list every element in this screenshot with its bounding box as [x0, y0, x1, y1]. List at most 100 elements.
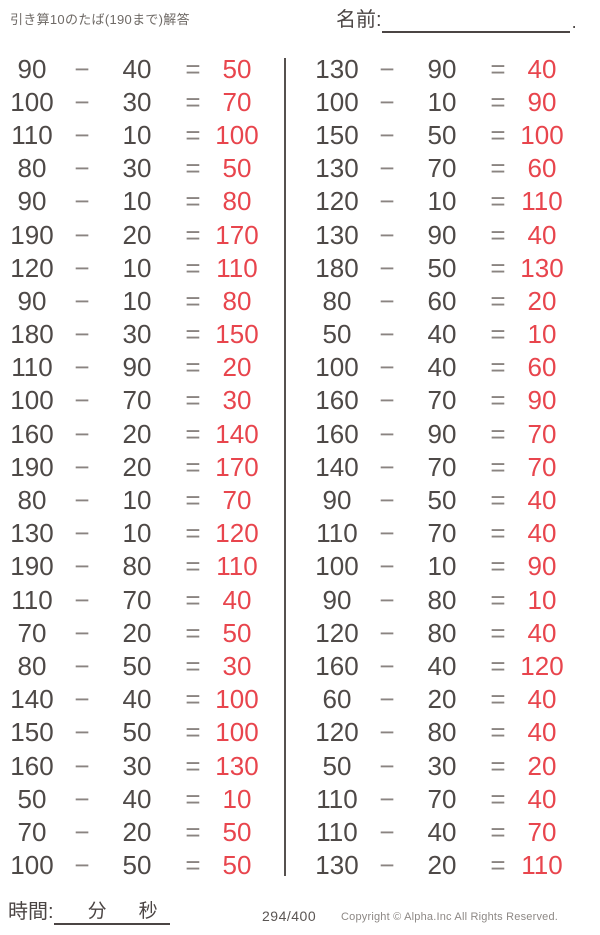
equals-sign: =: [185, 684, 201, 715]
problem-row: 160− 70 = 90: [305, 384, 600, 417]
minus-sign: −: [74, 285, 90, 316]
subtrahend: 20: [122, 418, 152, 449]
answer-value: 80: [222, 186, 252, 217]
equals-sign: =: [185, 518, 201, 549]
answer-value: 40: [222, 584, 252, 615]
minuend: 100: [315, 86, 359, 117]
problem-row: 120− 10 = 110: [305, 185, 600, 218]
answer-value: 20: [527, 750, 557, 781]
minus-sign: −: [74, 319, 90, 350]
subtrahend: 20: [122, 451, 152, 482]
minus-sign: −: [379, 850, 395, 881]
equals-sign: =: [490, 252, 506, 283]
problem-row: 100− 10 = 90: [305, 550, 600, 583]
equals-sign: =: [185, 551, 201, 582]
answer-value: 110: [216, 252, 258, 283]
answer-value: 90: [527, 385, 557, 416]
subtrahend: 30: [122, 86, 152, 117]
problem-row: 130− 10 = 120: [0, 517, 305, 550]
problem-row: 50− 30 = 20: [305, 749, 600, 782]
minus-sign: −: [379, 252, 395, 283]
problem-row: 150− 50 = 100: [0, 716, 305, 749]
equals-sign: =: [185, 650, 201, 681]
answer-value: 10: [527, 584, 557, 615]
problem-row: 140− 40 = 100: [0, 683, 305, 716]
subtrahend: 80: [427, 617, 457, 648]
minus-sign: −: [379, 617, 395, 648]
answer-value: 110: [216, 551, 258, 582]
equals-sign: =: [185, 186, 201, 217]
minus-sign: −: [379, 86, 395, 117]
answer-value: 100: [215, 717, 259, 748]
minus-sign: −: [74, 850, 90, 881]
answer-value: 70: [222, 86, 252, 117]
subtrahend: 20: [427, 850, 457, 881]
minuend: 180: [10, 319, 54, 350]
problem-row: 70− 20 = 50: [0, 616, 305, 649]
minus-sign: −: [74, 119, 90, 150]
problem-row: 160− 90 = 70: [305, 417, 600, 450]
minus-sign: −: [379, 418, 395, 449]
answer-value: 40: [527, 684, 557, 715]
minus-sign: −: [74, 252, 90, 283]
problem-row: 90− 80 = 10: [305, 583, 600, 616]
equals-sign: =: [490, 717, 506, 748]
minuend: 90: [17, 186, 47, 217]
minuend: 120: [315, 717, 359, 748]
subtrahend: 40: [122, 53, 152, 84]
minus-sign: −: [379, 518, 395, 549]
minus-sign: −: [379, 485, 395, 516]
minuend: 130: [315, 53, 359, 84]
subtrahend: 20: [122, 816, 152, 847]
time-field: 時間: 分秒: [8, 899, 170, 925]
subtrahend: 30: [427, 750, 457, 781]
subtrahend: 10: [122, 285, 152, 316]
answer-value: 40: [527, 617, 557, 648]
equals-sign: =: [490, 53, 506, 84]
problem-row: 160− 40 = 120: [305, 649, 600, 682]
minus-sign: −: [379, 319, 395, 350]
equals-sign: =: [490, 750, 506, 781]
equals-sign: =: [185, 219, 201, 250]
problem-row: 80− 50 = 30: [0, 649, 305, 682]
minuend: 190: [10, 551, 54, 582]
minuend: 130: [315, 153, 359, 184]
answer-value: 40: [527, 485, 557, 516]
minuend: 180: [315, 252, 359, 283]
minuend: 110: [316, 783, 358, 814]
minuend: 50: [17, 783, 47, 814]
equals-sign: =: [185, 319, 201, 350]
subtrahend: 70: [427, 783, 457, 814]
subtrahend: 40: [122, 783, 152, 814]
subtrahend: 70: [427, 518, 457, 549]
equals-sign: =: [490, 86, 506, 117]
minuend: 110: [316, 816, 358, 847]
subtrahend: 10: [122, 186, 152, 217]
equals-sign: =: [490, 385, 506, 416]
minus-sign: −: [74, 617, 90, 648]
equals-sign: =: [185, 717, 201, 748]
problems-column-right: 130−90 = 40 100−10 = 90 150−50 = 100 130−70 = 60 120…: [305, 52, 600, 882]
minuend: 50: [322, 319, 352, 350]
answer-value: 130: [215, 750, 259, 781]
minus-sign: −: [379, 684, 395, 715]
equals-sign: =: [490, 319, 506, 350]
minuend: 80: [17, 153, 47, 184]
answer-value: 100: [215, 684, 259, 715]
problem-row: 190− 20 = 170: [0, 450, 305, 483]
minuend: 100: [10, 385, 54, 416]
problem-row: 100− 40 = 60: [305, 351, 600, 384]
answer-value: 150: [215, 319, 259, 350]
equals-sign: =: [185, 252, 201, 283]
problem-row: 110− 70 = 40: [305, 517, 600, 550]
equals-sign: =: [490, 551, 506, 582]
answer-value: 60: [527, 352, 557, 383]
minutes-label: 分: [87, 901, 107, 922]
problem-row: 90− 10 = 80: [0, 284, 305, 317]
answer-value: 170: [215, 219, 259, 250]
equals-sign: =: [490, 418, 506, 449]
problem-row: 70− 20 = 50: [0, 815, 305, 848]
answer-value: 170: [215, 451, 259, 482]
answer-value: 40: [527, 717, 557, 748]
subtrahend: 50: [122, 850, 152, 881]
